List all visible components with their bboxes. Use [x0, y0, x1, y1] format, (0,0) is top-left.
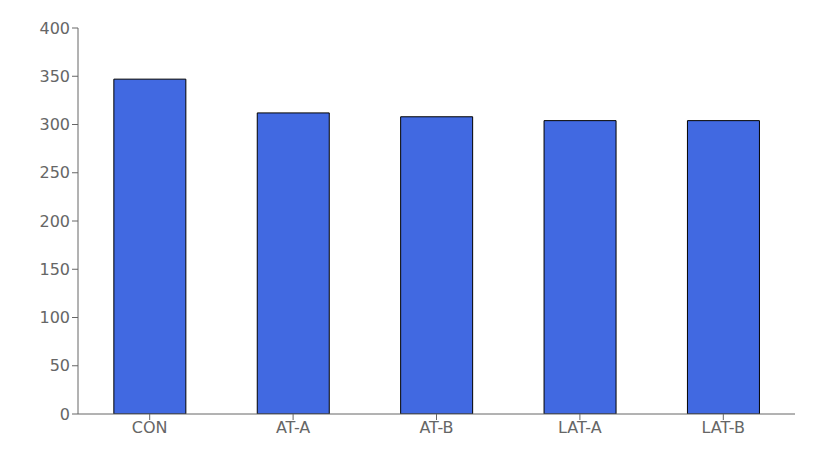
svg-text:CON: CON — [132, 418, 168, 437]
svg-text:350: 350 — [39, 67, 70, 86]
svg-text:250: 250 — [39, 163, 70, 182]
svg-text:LAT-B: LAT-B — [702, 418, 745, 437]
svg-text:LAT-A: LAT-A — [558, 418, 602, 437]
svg-text:400: 400 — [39, 19, 70, 38]
svg-text:AT-B: AT-B — [419, 418, 453, 437]
svg-text:100: 100 — [39, 308, 70, 327]
svg-text:50: 50 — [50, 356, 70, 375]
svg-text:300: 300 — [39, 115, 70, 134]
svg-text:AT-A: AT-A — [276, 418, 310, 437]
svg-text:150: 150 — [39, 260, 70, 279]
svg-text:0: 0 — [60, 405, 70, 424]
svg-text:200: 200 — [39, 212, 70, 231]
